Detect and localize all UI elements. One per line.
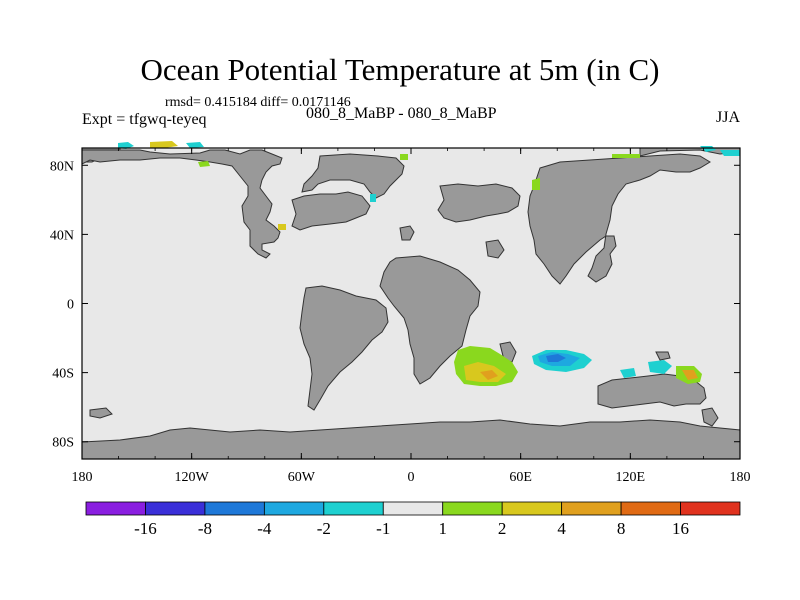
anomaly-cyan-aus bbox=[648, 360, 672, 374]
colorbar-swatch bbox=[85, 501, 146, 516]
lat-tick-label: 40N bbox=[50, 228, 74, 243]
asia bbox=[527, 153, 711, 285]
anomaly-green-nasia bbox=[612, 154, 640, 158]
anomaly-cyan-arctic4 bbox=[720, 150, 740, 156]
anomaly-cyan-atl bbox=[370, 194, 376, 202]
north-america bbox=[81, 149, 283, 259]
antarctica bbox=[81, 419, 741, 460]
stats-line: rmsd= 0.415184 diff= 0.0171146 bbox=[165, 95, 351, 110]
colorbar-swatch bbox=[561, 501, 622, 516]
anomaly-yellow-arctic bbox=[150, 141, 178, 148]
colorbar-label: 8 bbox=[617, 519, 626, 538]
colorbar-label: 16 bbox=[672, 519, 689, 538]
lon-tick-label: 0 bbox=[408, 470, 415, 485]
axis-ticks: 180 120W 60W 0 60E 120E 180 80N 40N 0 40S 80S bbox=[50, 148, 751, 485]
anomaly-green-ne bbox=[532, 178, 540, 190]
colorbar-swatch bbox=[501, 501, 563, 516]
anomaly-cyan-arctic1 bbox=[118, 142, 134, 149]
labrador-region bbox=[291, 191, 371, 231]
south-america bbox=[299, 285, 389, 411]
anomaly-orange-africa bbox=[480, 370, 498, 380]
colorbar-swatch bbox=[145, 501, 206, 516]
lat-tick-label: 40S bbox=[52, 367, 74, 382]
colorbar-label: -2 bbox=[317, 519, 331, 538]
anomaly-yellow-atl bbox=[278, 224, 286, 230]
colorbar-swatch bbox=[204, 501, 265, 516]
anomaly-blue-indian bbox=[546, 354, 566, 362]
lon-tick-label: 60E bbox=[509, 470, 532, 485]
anomaly-orange-aus bbox=[682, 370, 698, 380]
colorbar-label: 1 bbox=[438, 519, 447, 538]
lon-tick-label: 120E bbox=[616, 470, 646, 485]
colorbar-label: -16 bbox=[134, 519, 157, 538]
anomaly-cyan-arctic2 bbox=[186, 142, 204, 148]
island-nz2 bbox=[655, 351, 671, 361]
australia bbox=[597, 373, 707, 409]
lat-tick-label: 80N bbox=[50, 159, 74, 174]
colorbar-label: -1 bbox=[376, 519, 390, 538]
africa bbox=[379, 255, 481, 385]
map-subtitle: 080_8_MaBP - 080_8_MaBP bbox=[306, 105, 497, 122]
lon-tick-label: 180 bbox=[730, 470, 751, 485]
anomaly-green-arctic bbox=[198, 161, 210, 167]
map-title: Ocean Potential Temperature at 5m (in C) bbox=[140, 52, 660, 87]
colorbar-swatch bbox=[382, 501, 444, 516]
colorbar-swatch bbox=[263, 501, 325, 516]
colorbar-swatch bbox=[442, 501, 503, 516]
colorbar-swatch bbox=[323, 501, 384, 516]
arabia bbox=[485, 239, 505, 259]
colorbar-label: -8 bbox=[198, 519, 212, 538]
anomaly-cyan-aus2 bbox=[620, 368, 636, 378]
lat-tick-label: 80S bbox=[52, 436, 74, 451]
experiment-label: Expt = tfgwq-teyeq bbox=[82, 111, 207, 128]
anomaly-patches bbox=[118, 141, 740, 386]
colorbar-swatch bbox=[680, 501, 741, 516]
greenland bbox=[301, 153, 405, 199]
lon-tick-label: 120W bbox=[175, 470, 210, 485]
colorbar-label: 4 bbox=[557, 519, 566, 538]
island-sw bbox=[89, 407, 113, 419]
iberia bbox=[399, 225, 415, 241]
colorbar-label: 2 bbox=[498, 519, 507, 538]
colorbar: -16 -8 -4 -2 -1 1 2 4 8 16 bbox=[85, 501, 741, 538]
colorbar-swatch bbox=[620, 501, 681, 516]
new-zealand bbox=[701, 407, 719, 427]
europe bbox=[437, 183, 521, 223]
lon-tick-label: 60W bbox=[288, 470, 316, 485]
land-masses bbox=[81, 147, 741, 460]
colorbar-label: -4 bbox=[257, 519, 272, 538]
season-label: JJA bbox=[716, 109, 741, 126]
lat-tick-label: 0 bbox=[67, 298, 74, 313]
lon-tick-label: 180 bbox=[72, 470, 93, 485]
anomaly-green-asia bbox=[400, 154, 408, 160]
